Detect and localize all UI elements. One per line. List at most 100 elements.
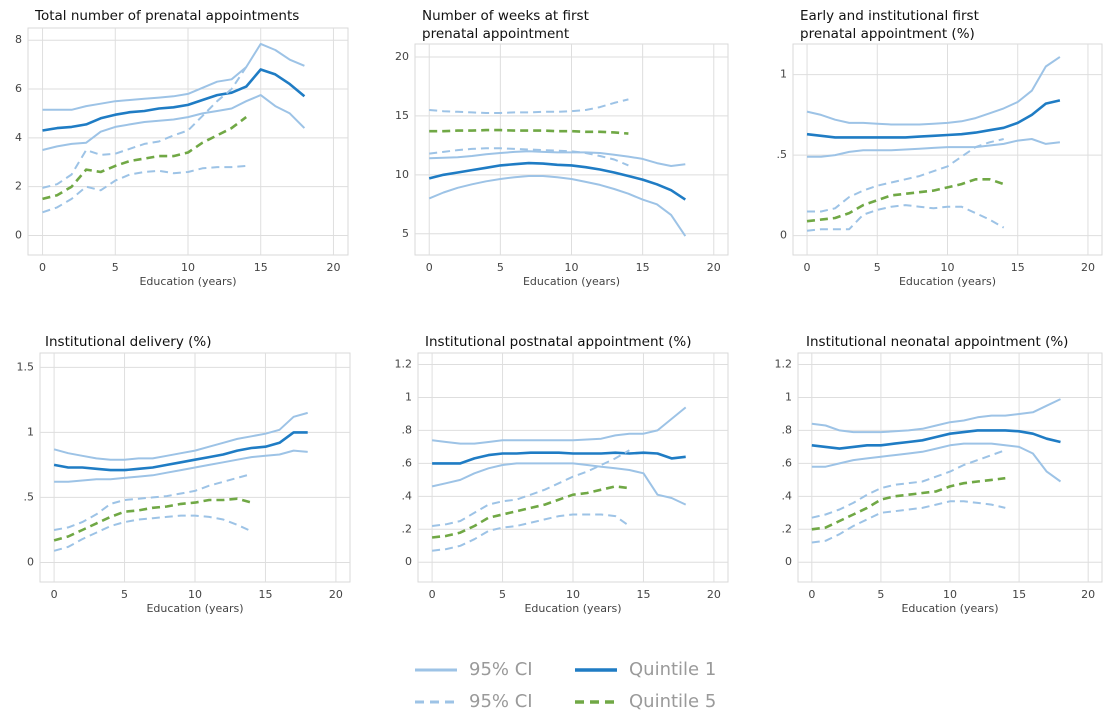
series-line [42,116,247,201]
y-tick-label: 2 [15,180,22,193]
chart-panel: Number of weeks at first prenatal appoint… [395,8,729,288]
series-line [807,138,1061,158]
series-line [428,161,687,201]
legend-label: 95% CI [469,659,533,680]
x-tick-label: 10 [188,588,202,601]
y-tick-label: 6 [15,82,22,95]
chart-title: Total number of prenatal appointments [34,8,299,24]
x-axis-label: Education (years) [524,602,621,615]
x-tick-label: 20 [707,261,721,274]
y-tick-label: 1 [405,390,412,403]
y-tick-label: 0 [15,228,22,241]
x-axis-label: Education (years) [899,275,996,288]
series-line [53,411,308,461]
chart-panel: Institutional neonatal appointment (%) 0.… [775,334,1103,615]
series-line [431,406,687,445]
series-line [53,473,252,531]
x-tick-label: 0 [426,261,433,274]
y-tick-label: 1 [27,425,34,438]
y-tick-label: 1.2 [775,358,793,371]
x-tick-label: 0 [808,588,815,601]
x-axis-label: Education (years) [146,602,243,615]
series-line [811,449,1006,519]
series-line [53,431,308,472]
chart-title: Institutional neonatal appointment (%) [806,334,1068,350]
y-tick-label: 5 [402,227,409,240]
y-tick-label: .6 [782,456,793,469]
legend-label: Quintile 5 [629,691,716,712]
x-tick-label: 10 [566,588,580,601]
y-tick-label: .4 [402,489,413,502]
chart-title: prenatal appointment [422,26,569,42]
y-tick-label: 0 [27,555,34,568]
x-tick-label: 15 [636,261,650,274]
x-axis-label: Education (years) [523,275,620,288]
y-tick-label: 1.5 [17,360,35,373]
x-tick-label: 0 [804,261,811,274]
series-line [806,56,1061,126]
chart-title: prenatal appointment (%) [800,26,975,42]
y-tick-label: .2 [782,522,793,535]
series-line [42,94,306,151]
y-tick-label: 0 [785,555,792,568]
series-line [431,449,630,527]
y-tick-label: 20 [395,50,409,63]
x-tick-label: 15 [636,588,650,601]
y-tick-label: .5 [24,490,35,503]
chart-title: Institutional postnatal appointment (%) [425,334,691,350]
series-line [806,204,1005,232]
series-line [54,449,308,483]
x-tick-label: 10 [181,261,195,274]
series-line [431,462,687,506]
series-line [42,66,248,189]
series-line [811,500,1006,544]
legend: 95% CI Quintile 1 95% CI Quintile 5 [415,659,716,712]
x-tick-label: 20 [329,588,343,601]
series-line [53,514,252,552]
series-line [429,98,629,114]
x-tick-label: 20 [1081,588,1095,601]
chart-title: Early and institutional first [800,8,979,24]
x-tick-label: 10 [943,588,957,601]
series-line [432,451,686,465]
x-tick-label: 15 [1012,588,1026,601]
series-line [806,99,1061,139]
x-tick-label: 0 [39,261,46,274]
series-line [811,442,1062,483]
x-axis-label: Education (years) [901,602,998,615]
y-tick-label: 0 [405,555,412,568]
series-line [431,513,630,552]
series-line [429,128,629,135]
x-tick-label: 5 [499,588,506,601]
series-line [807,138,1004,213]
x-axis-label: Education (years) [139,275,236,288]
y-tick-label: 0 [780,229,787,242]
series-line [806,178,1005,223]
series-line [42,68,306,132]
chart-panel: Total number of prenatal appointments 0 2 4… [15,8,349,288]
series-line [428,175,687,237]
y-tick-label: .4 [782,489,793,502]
y-tick-label: .2 [402,522,413,535]
x-tick-label: 15 [1011,261,1025,274]
chart-title: Number of weeks at first [422,8,589,24]
y-tick-label: .8 [402,423,413,436]
x-tick-label: 10 [565,261,579,274]
chart-panel: Institutional postnatal appointment (%) 0… [395,334,729,615]
series-line [429,150,686,167]
x-tick-label: 5 [121,588,128,601]
x-tick-label: 5 [877,588,884,601]
series-line [429,147,629,167]
chart-title: Institutional delivery (%) [45,334,212,350]
x-tick-label: 5 [112,261,119,274]
chart-panel: Institutional delivery (%) 0 .5 1 1.5 0 5 10 15 2… [17,334,351,615]
x-tick-label: 10 [941,261,955,274]
y-tick-label: .8 [782,423,793,436]
y-tick-label: 1 [785,390,792,403]
chart-panel: Early and institutional first prenatal ap… [777,8,1103,288]
x-tick-label: 5 [874,261,881,274]
legend-label: Quintile 1 [629,659,716,680]
legend-label: 95% CI [469,691,533,712]
series-line [811,398,1061,434]
